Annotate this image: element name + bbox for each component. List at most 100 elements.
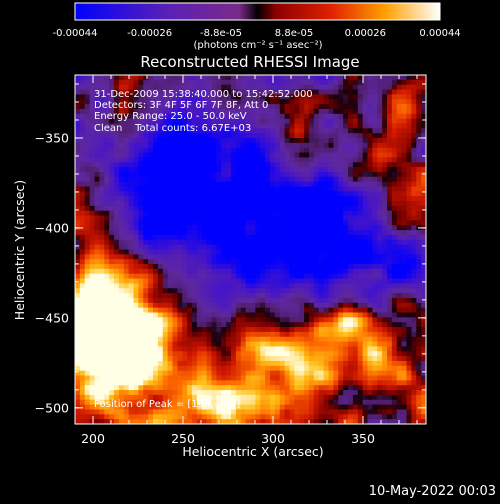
heatmap-cell bbox=[318, 312, 325, 318]
heatmap-cell bbox=[231, 167, 237, 173]
heatmap-cell bbox=[338, 394, 344, 401]
heatmap-cell bbox=[411, 113, 417, 120]
heatmap-cell bbox=[192, 385, 198, 391]
heatmap-cell bbox=[270, 104, 276, 110]
heatmap-cell bbox=[377, 191, 383, 197]
heatmap-cell bbox=[382, 351, 388, 357]
heatmap-cell bbox=[114, 385, 120, 391]
heatmap-cell bbox=[377, 234, 383, 241]
heatmap-cell bbox=[250, 167, 256, 173]
heatmap-cell bbox=[362, 75, 368, 81]
heatmap-cell bbox=[279, 331, 286, 338]
heatmap-cell bbox=[75, 322, 81, 328]
heatmap-cell bbox=[318, 162, 325, 168]
heatmap-cell bbox=[104, 123, 110, 129]
heatmap-cell bbox=[240, 201, 247, 207]
heatmap-cell bbox=[84, 89, 91, 95]
heatmap-cell bbox=[284, 259, 290, 265]
heatmap-cell bbox=[162, 133, 169, 139]
heatmap-cell bbox=[143, 312, 149, 318]
heatmap-cell bbox=[255, 113, 261, 120]
heatmap-cell bbox=[396, 375, 403, 381]
heatmap-cell bbox=[177, 356, 183, 362]
heatmap-cell bbox=[270, 128, 276, 134]
heatmap-cell bbox=[99, 128, 105, 134]
heatmap-cell bbox=[240, 133, 247, 139]
heatmap-cell bbox=[387, 322, 393, 328]
heatmap-cell bbox=[294, 360, 300, 367]
heatmap-cell bbox=[79, 288, 86, 294]
heatmap-cell bbox=[187, 239, 193, 246]
heatmap-cell bbox=[157, 108, 164, 115]
heatmap-cell bbox=[226, 322, 232, 328]
heatmap-cell bbox=[201, 128, 208, 134]
heatmap-cell bbox=[323, 75, 329, 81]
heatmap-cell bbox=[206, 196, 212, 202]
heatmap-cell bbox=[318, 128, 325, 134]
heatmap-cell bbox=[406, 162, 412, 168]
heatmap-cell bbox=[294, 94, 300, 100]
heatmap-cell bbox=[387, 317, 393, 323]
heatmap-cell bbox=[177, 244, 183, 250]
heatmap-cell bbox=[89, 341, 95, 347]
heatmap-cell bbox=[162, 99, 169, 105]
heatmap-cell bbox=[143, 283, 149, 289]
heatmap-cell bbox=[318, 380, 325, 386]
heatmap-cell bbox=[348, 297, 354, 304]
heatmap-cell bbox=[109, 108, 115, 115]
heatmap-cell bbox=[143, 113, 149, 120]
heatmap-cell bbox=[270, 94, 276, 100]
heatmap-cell bbox=[304, 244, 310, 250]
heatmap-cell bbox=[328, 360, 334, 367]
heatmap-cell bbox=[284, 75, 290, 81]
heatmap-cell bbox=[138, 288, 144, 294]
heatmap-cell bbox=[396, 380, 403, 386]
heatmap-cell bbox=[270, 201, 276, 207]
heatmap-cell bbox=[328, 375, 334, 381]
heatmap-cell bbox=[270, 162, 276, 168]
heatmap-cell bbox=[265, 264, 271, 270]
heatmap-cell bbox=[260, 138, 266, 144]
heatmap-cell bbox=[167, 133, 173, 139]
heatmap-cell bbox=[104, 152, 110, 158]
heatmap-cell bbox=[328, 234, 334, 241]
heatmap-cell bbox=[391, 225, 398, 231]
heatmap-cell bbox=[396, 327, 403, 333]
heatmap-cell bbox=[377, 113, 383, 120]
heatmap-cell bbox=[343, 128, 349, 134]
heatmap-cell bbox=[274, 375, 281, 381]
heatmap-cell bbox=[289, 302, 295, 309]
heatmap-cell bbox=[250, 249, 256, 255]
heatmap-cell bbox=[318, 273, 325, 279]
heatmap-cell bbox=[109, 365, 115, 372]
heatmap-cell bbox=[153, 293, 159, 299]
heatmap-cell bbox=[391, 84, 398, 90]
heatmap-cell bbox=[148, 234, 154, 241]
heatmap-cell bbox=[143, 157, 149, 163]
heatmap-cell bbox=[396, 322, 403, 328]
heatmap-cell bbox=[406, 138, 412, 144]
heatmap-cell bbox=[401, 99, 407, 105]
heatmap-cell bbox=[382, 108, 388, 115]
heatmap-cell bbox=[192, 171, 198, 178]
heatmap-cell bbox=[318, 75, 325, 81]
heatmap-cell bbox=[367, 104, 373, 110]
heatmap-cell bbox=[157, 341, 164, 347]
heatmap-cell bbox=[231, 327, 237, 333]
heatmap-cell bbox=[328, 99, 334, 105]
heatmap-cell bbox=[309, 210, 315, 216]
heatmap-cell bbox=[148, 375, 154, 381]
heatmap-cell bbox=[338, 147, 344, 153]
heatmap-cell bbox=[260, 259, 266, 265]
heatmap-cell bbox=[396, 123, 403, 129]
heatmap-cell bbox=[118, 278, 125, 284]
heatmap-cell bbox=[148, 113, 154, 120]
heatmap-cell bbox=[231, 356, 237, 362]
heatmap-cell bbox=[240, 84, 247, 90]
heatmap-cell bbox=[79, 302, 86, 309]
heatmap-cell bbox=[396, 205, 403, 212]
heatmap-cell bbox=[343, 84, 349, 90]
heatmap-cell bbox=[270, 273, 276, 279]
heatmap-cell bbox=[333, 147, 339, 153]
